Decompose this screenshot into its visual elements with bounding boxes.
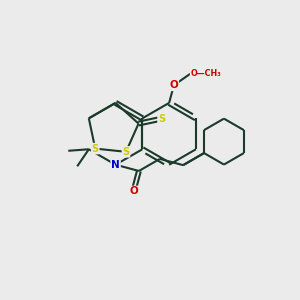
- Text: O: O: [129, 186, 138, 197]
- Text: S: S: [158, 114, 165, 124]
- Text: N: N: [111, 160, 120, 170]
- Text: O—CH₃: O—CH₃: [190, 69, 221, 78]
- Text: S: S: [92, 144, 99, 154]
- Text: S: S: [122, 147, 130, 157]
- Text: O: O: [169, 80, 178, 90]
